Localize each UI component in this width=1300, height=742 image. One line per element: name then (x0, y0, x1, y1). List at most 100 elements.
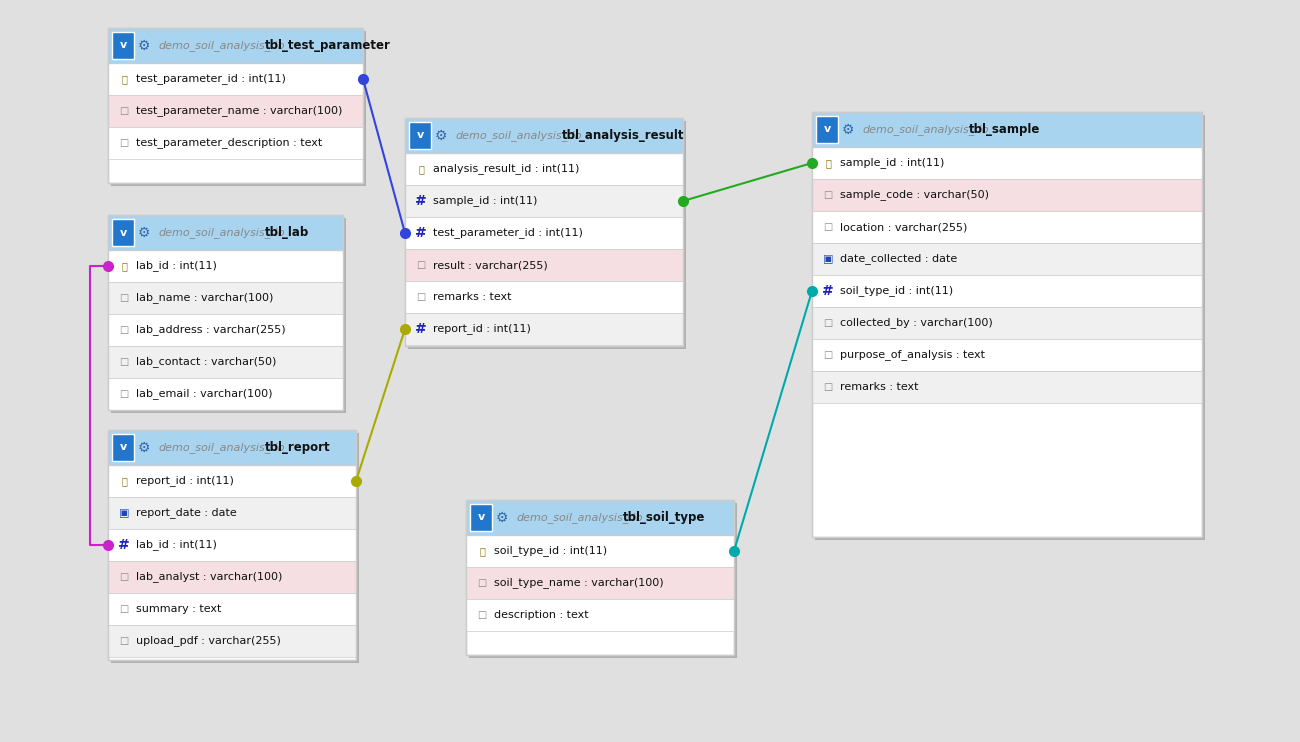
Bar (108, 215, 343, 410)
Text: □: □ (120, 604, 129, 614)
Text: summary : text: summary : text (136, 604, 221, 614)
Text: sample_id : int(11): sample_id : int(11) (433, 196, 537, 206)
Text: □: □ (416, 292, 425, 302)
Text: sample_code : varchar(50): sample_code : varchar(50) (840, 189, 989, 200)
Bar (406, 281, 682, 313)
Bar (471, 504, 491, 531)
Text: ▣: ▣ (118, 508, 129, 518)
Text: □: □ (120, 572, 129, 582)
Bar (108, 250, 343, 410)
Text: 🔑: 🔑 (826, 158, 831, 168)
Bar (465, 500, 734, 655)
Text: test_parameter_id : int(11): test_parameter_id : int(11) (433, 228, 582, 238)
Text: soil_type_id : int(11): soil_type_id : int(11) (840, 286, 953, 297)
Text: ⚙: ⚙ (495, 510, 508, 525)
Bar (812, 179, 1202, 211)
Bar (815, 115, 1205, 540)
Bar (812, 147, 1202, 179)
Bar (108, 250, 343, 282)
Bar (406, 118, 682, 346)
Bar (469, 503, 737, 658)
Text: □: □ (823, 350, 832, 360)
Bar (108, 430, 356, 465)
Bar (111, 31, 367, 186)
Bar (406, 217, 682, 249)
Text: tbl_lab: tbl_lab (265, 226, 309, 239)
Bar (812, 112, 1202, 147)
Bar (406, 153, 682, 185)
Text: v: v (416, 131, 424, 140)
Bar (812, 339, 1202, 371)
Bar (108, 282, 343, 314)
Bar (112, 32, 134, 59)
Text: 🔑: 🔑 (480, 546, 485, 556)
Text: □: □ (120, 293, 129, 303)
Text: test_parameter_id : int(11): test_parameter_id : int(11) (136, 73, 286, 85)
Text: demo_soil_analysis_db: demo_soil_analysis_db (159, 442, 285, 453)
Bar (108, 430, 356, 660)
Text: location : varchar(255): location : varchar(255) (840, 222, 967, 232)
Bar (816, 116, 838, 143)
Bar (410, 122, 432, 149)
Text: #: # (415, 226, 426, 240)
Bar (108, 127, 363, 159)
Text: □: □ (120, 357, 129, 367)
Bar (111, 433, 359, 663)
Text: lab_contact : varchar(50): lab_contact : varchar(50) (136, 357, 277, 367)
Text: description : text: description : text (494, 610, 589, 620)
Bar (108, 215, 343, 250)
Text: demo_soil_analysis_db: demo_soil_analysis_db (159, 227, 285, 238)
Bar (465, 500, 734, 535)
Bar (812, 112, 1202, 537)
Bar (111, 218, 346, 413)
Bar (408, 121, 686, 349)
Text: ⚙: ⚙ (138, 441, 151, 455)
Bar (108, 529, 356, 561)
Text: #: # (415, 194, 426, 208)
Text: □: □ (823, 222, 832, 232)
Bar (108, 625, 356, 657)
Bar (465, 535, 734, 655)
Text: □: □ (120, 389, 129, 399)
Text: report_id : int(11): report_id : int(11) (433, 324, 530, 335)
Text: tbl_soil_type: tbl_soil_type (623, 511, 706, 524)
Text: lab_id : int(11): lab_id : int(11) (136, 539, 217, 551)
Text: upload_pdf : varchar(255): upload_pdf : varchar(255) (136, 636, 281, 646)
Bar (108, 561, 356, 593)
Bar (108, 63, 363, 183)
Bar (108, 346, 343, 378)
Text: 🔑: 🔑 (419, 164, 424, 174)
Bar (465, 535, 734, 567)
Bar (108, 378, 343, 410)
Text: v: v (823, 125, 831, 134)
Text: report_id : int(11): report_id : int(11) (136, 476, 234, 487)
Bar (812, 147, 1202, 537)
Text: demo_soil_analysis_db: demo_soil_analysis_db (862, 124, 988, 135)
Bar (406, 185, 682, 217)
Text: v: v (477, 513, 485, 522)
Text: □: □ (823, 190, 832, 200)
Text: soil_type_name : varchar(100): soil_type_name : varchar(100) (494, 577, 663, 588)
Text: remarks : text: remarks : text (840, 382, 919, 392)
Text: □: □ (120, 325, 129, 335)
Bar (406, 313, 682, 345)
Text: ⚙: ⚙ (434, 128, 447, 142)
Bar (812, 307, 1202, 339)
Text: remarks : text: remarks : text (433, 292, 511, 302)
Text: □: □ (477, 610, 486, 620)
Text: □: □ (120, 138, 129, 148)
Text: demo_soil_analysis_db: demo_soil_analysis_db (455, 130, 581, 141)
Bar (465, 567, 734, 599)
Text: □: □ (120, 106, 129, 116)
Text: tbl_report: tbl_report (265, 441, 330, 454)
Text: #: # (118, 538, 130, 552)
Bar (112, 434, 134, 461)
Text: date_collected : date: date_collected : date (840, 254, 957, 264)
Text: collected_by : varchar(100): collected_by : varchar(100) (840, 318, 993, 329)
Text: □: □ (477, 578, 486, 588)
Bar (108, 593, 356, 625)
Text: demo_soil_analysis_db: demo_soil_analysis_db (516, 512, 642, 523)
Text: ▣: ▣ (823, 254, 833, 264)
Text: tbl_analysis_result: tbl_analysis_result (562, 129, 685, 142)
Bar (108, 465, 356, 660)
